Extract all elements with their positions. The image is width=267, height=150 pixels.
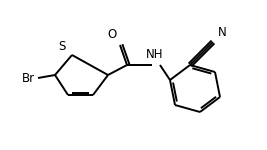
Text: O: O	[107, 27, 117, 40]
Text: Br: Br	[21, 72, 34, 84]
Text: S: S	[58, 39, 66, 52]
Text: NH: NH	[146, 48, 164, 62]
Text: N: N	[218, 27, 226, 39]
